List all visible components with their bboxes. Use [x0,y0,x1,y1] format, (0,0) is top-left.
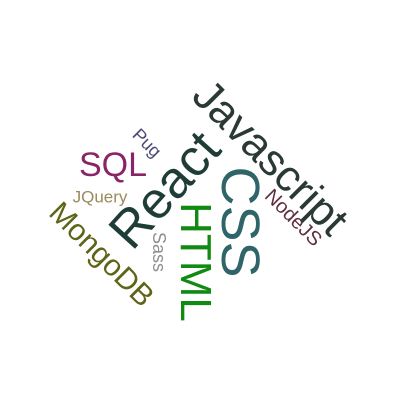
word-sql: SQL [78,146,148,184]
word-css: CSS [210,166,270,278]
word-jquery: JQuery [72,187,128,207]
word-sass: Sass [149,231,169,273]
word-html: HTML [171,202,220,322]
